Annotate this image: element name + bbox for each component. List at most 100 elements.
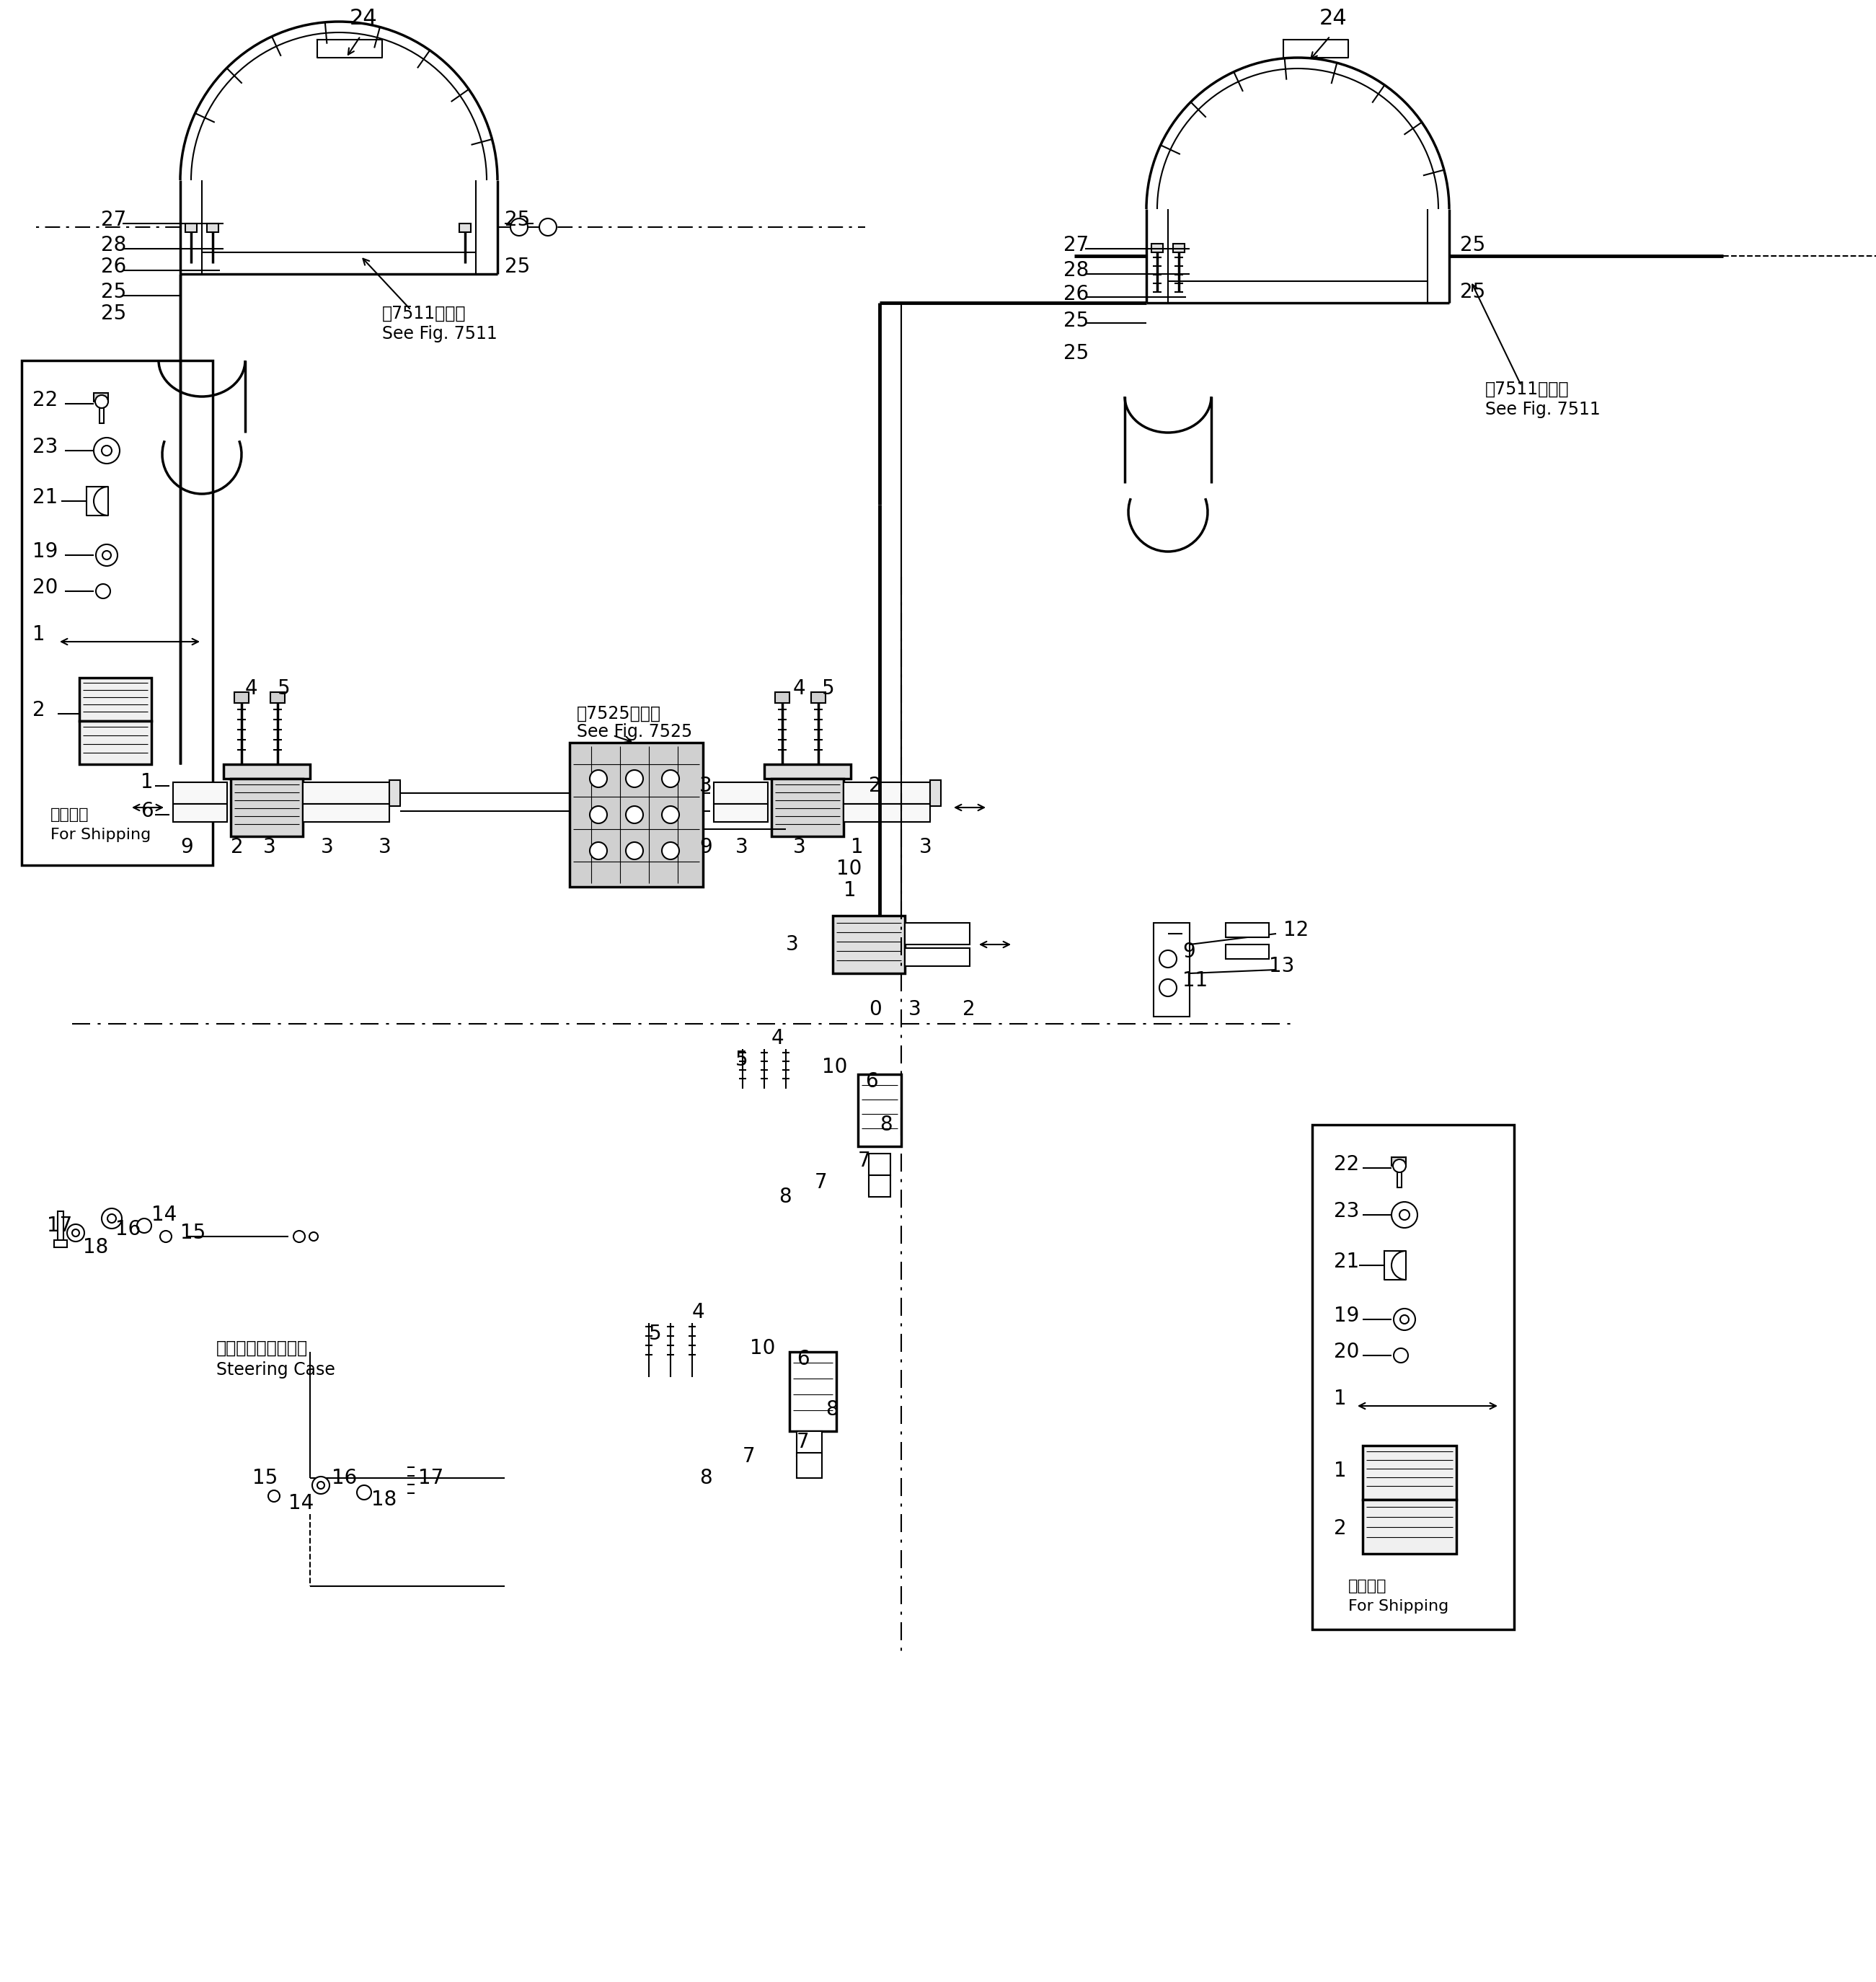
Circle shape bbox=[96, 394, 109, 408]
Text: 7: 7 bbox=[814, 1171, 827, 1193]
Circle shape bbox=[662, 771, 679, 787]
Text: 20: 20 bbox=[32, 577, 58, 599]
Circle shape bbox=[101, 446, 113, 456]
Circle shape bbox=[159, 1231, 171, 1243]
Circle shape bbox=[68, 1225, 84, 1241]
Text: 22: 22 bbox=[1334, 1154, 1360, 1175]
Bar bbox=[790, 1352, 837, 1431]
Text: 27: 27 bbox=[1064, 236, 1088, 256]
Text: 第7525図参照: 第7525図参照 bbox=[576, 706, 660, 721]
Bar bbox=[302, 805, 390, 823]
Bar bbox=[79, 678, 152, 721]
Text: 1: 1 bbox=[1334, 1389, 1347, 1409]
Text: 11: 11 bbox=[1182, 971, 1208, 991]
Circle shape bbox=[662, 842, 679, 860]
Text: 3: 3 bbox=[908, 999, 921, 1019]
Text: 5: 5 bbox=[649, 1324, 662, 1344]
Bar bbox=[1154, 924, 1189, 1017]
Text: 0: 0 bbox=[869, 999, 882, 1019]
Text: 16: 16 bbox=[332, 1469, 356, 1488]
Circle shape bbox=[268, 1490, 280, 1502]
Text: 9: 9 bbox=[1182, 941, 1195, 961]
Circle shape bbox=[356, 1485, 371, 1500]
Bar bbox=[797, 1431, 822, 1457]
Bar bbox=[270, 692, 285, 704]
Text: 15: 15 bbox=[180, 1223, 206, 1243]
Text: 14: 14 bbox=[289, 1492, 313, 1514]
Text: 28: 28 bbox=[1064, 260, 1088, 281]
Bar bbox=[775, 692, 790, 704]
Text: 7: 7 bbox=[857, 1152, 870, 1171]
Text: 25: 25 bbox=[1460, 236, 1486, 256]
Text: 2: 2 bbox=[962, 999, 976, 1019]
Text: 25: 25 bbox=[101, 281, 126, 301]
Text: 4: 4 bbox=[692, 1302, 705, 1322]
Bar bbox=[99, 402, 103, 424]
Text: 14: 14 bbox=[152, 1205, 176, 1225]
Bar bbox=[94, 392, 109, 402]
Bar bbox=[23, 361, 212, 866]
Text: 23: 23 bbox=[1334, 1201, 1360, 1221]
Circle shape bbox=[94, 438, 120, 464]
Bar bbox=[79, 721, 152, 765]
Text: 運携部品: 運携部品 bbox=[51, 807, 88, 823]
Text: 12: 12 bbox=[1283, 920, 1309, 939]
Text: 7: 7 bbox=[797, 1431, 809, 1453]
Circle shape bbox=[1399, 1316, 1409, 1324]
Text: 第7511図参照: 第7511図参照 bbox=[383, 305, 465, 323]
Text: 2: 2 bbox=[231, 836, 244, 858]
Text: 3: 3 bbox=[321, 836, 334, 858]
Text: 3: 3 bbox=[735, 836, 749, 858]
Circle shape bbox=[1394, 1159, 1405, 1171]
Text: Steering Case: Steering Case bbox=[216, 1362, 336, 1379]
Text: 8: 8 bbox=[779, 1187, 792, 1207]
Bar bbox=[904, 947, 970, 965]
Text: 第7511図参照: 第7511図参照 bbox=[1486, 381, 1568, 398]
Circle shape bbox=[589, 842, 608, 860]
Text: 18: 18 bbox=[83, 1237, 109, 1257]
Text: 25: 25 bbox=[1064, 343, 1088, 363]
Circle shape bbox=[311, 1477, 330, 1494]
Text: 19: 19 bbox=[1334, 1306, 1360, 1326]
Text: 3: 3 bbox=[786, 934, 799, 955]
Bar bbox=[234, 692, 250, 704]
Bar bbox=[869, 1154, 891, 1175]
Circle shape bbox=[71, 1229, 79, 1237]
Text: 3: 3 bbox=[794, 836, 807, 858]
Text: 21: 21 bbox=[32, 488, 58, 507]
Text: 5: 5 bbox=[278, 678, 291, 698]
Text: 1: 1 bbox=[32, 624, 45, 644]
Circle shape bbox=[107, 1215, 116, 1223]
Circle shape bbox=[538, 218, 557, 236]
Bar bbox=[54, 1241, 68, 1247]
Text: 10: 10 bbox=[750, 1338, 775, 1358]
Bar bbox=[460, 224, 471, 232]
Circle shape bbox=[1394, 1308, 1415, 1330]
Text: 25: 25 bbox=[1064, 311, 1088, 331]
Text: 5: 5 bbox=[735, 1050, 749, 1070]
Text: 1: 1 bbox=[1334, 1461, 1347, 1481]
Text: 1: 1 bbox=[844, 880, 855, 900]
Text: 25: 25 bbox=[505, 210, 531, 230]
Bar bbox=[1362, 1500, 1456, 1554]
Text: 15: 15 bbox=[253, 1469, 278, 1488]
Text: 13: 13 bbox=[1268, 955, 1294, 977]
Text: For Shipping: For Shipping bbox=[51, 828, 150, 842]
Text: 26: 26 bbox=[101, 258, 126, 277]
Text: 4: 4 bbox=[246, 678, 257, 698]
Text: 6: 6 bbox=[797, 1350, 809, 1370]
Text: 6: 6 bbox=[865, 1072, 878, 1092]
Text: ステアリングケース: ステアリングケース bbox=[216, 1340, 308, 1358]
Text: 10: 10 bbox=[837, 858, 861, 878]
Text: 9: 9 bbox=[700, 836, 713, 858]
Bar bbox=[570, 743, 704, 886]
Text: 2: 2 bbox=[869, 775, 882, 797]
Bar bbox=[844, 783, 930, 805]
Circle shape bbox=[1159, 979, 1176, 997]
Bar bbox=[810, 692, 825, 704]
Text: 8: 8 bbox=[700, 1469, 713, 1488]
Bar bbox=[771, 779, 844, 836]
Circle shape bbox=[103, 551, 111, 559]
Text: 26: 26 bbox=[1064, 283, 1088, 305]
Text: 1: 1 bbox=[141, 773, 154, 793]
